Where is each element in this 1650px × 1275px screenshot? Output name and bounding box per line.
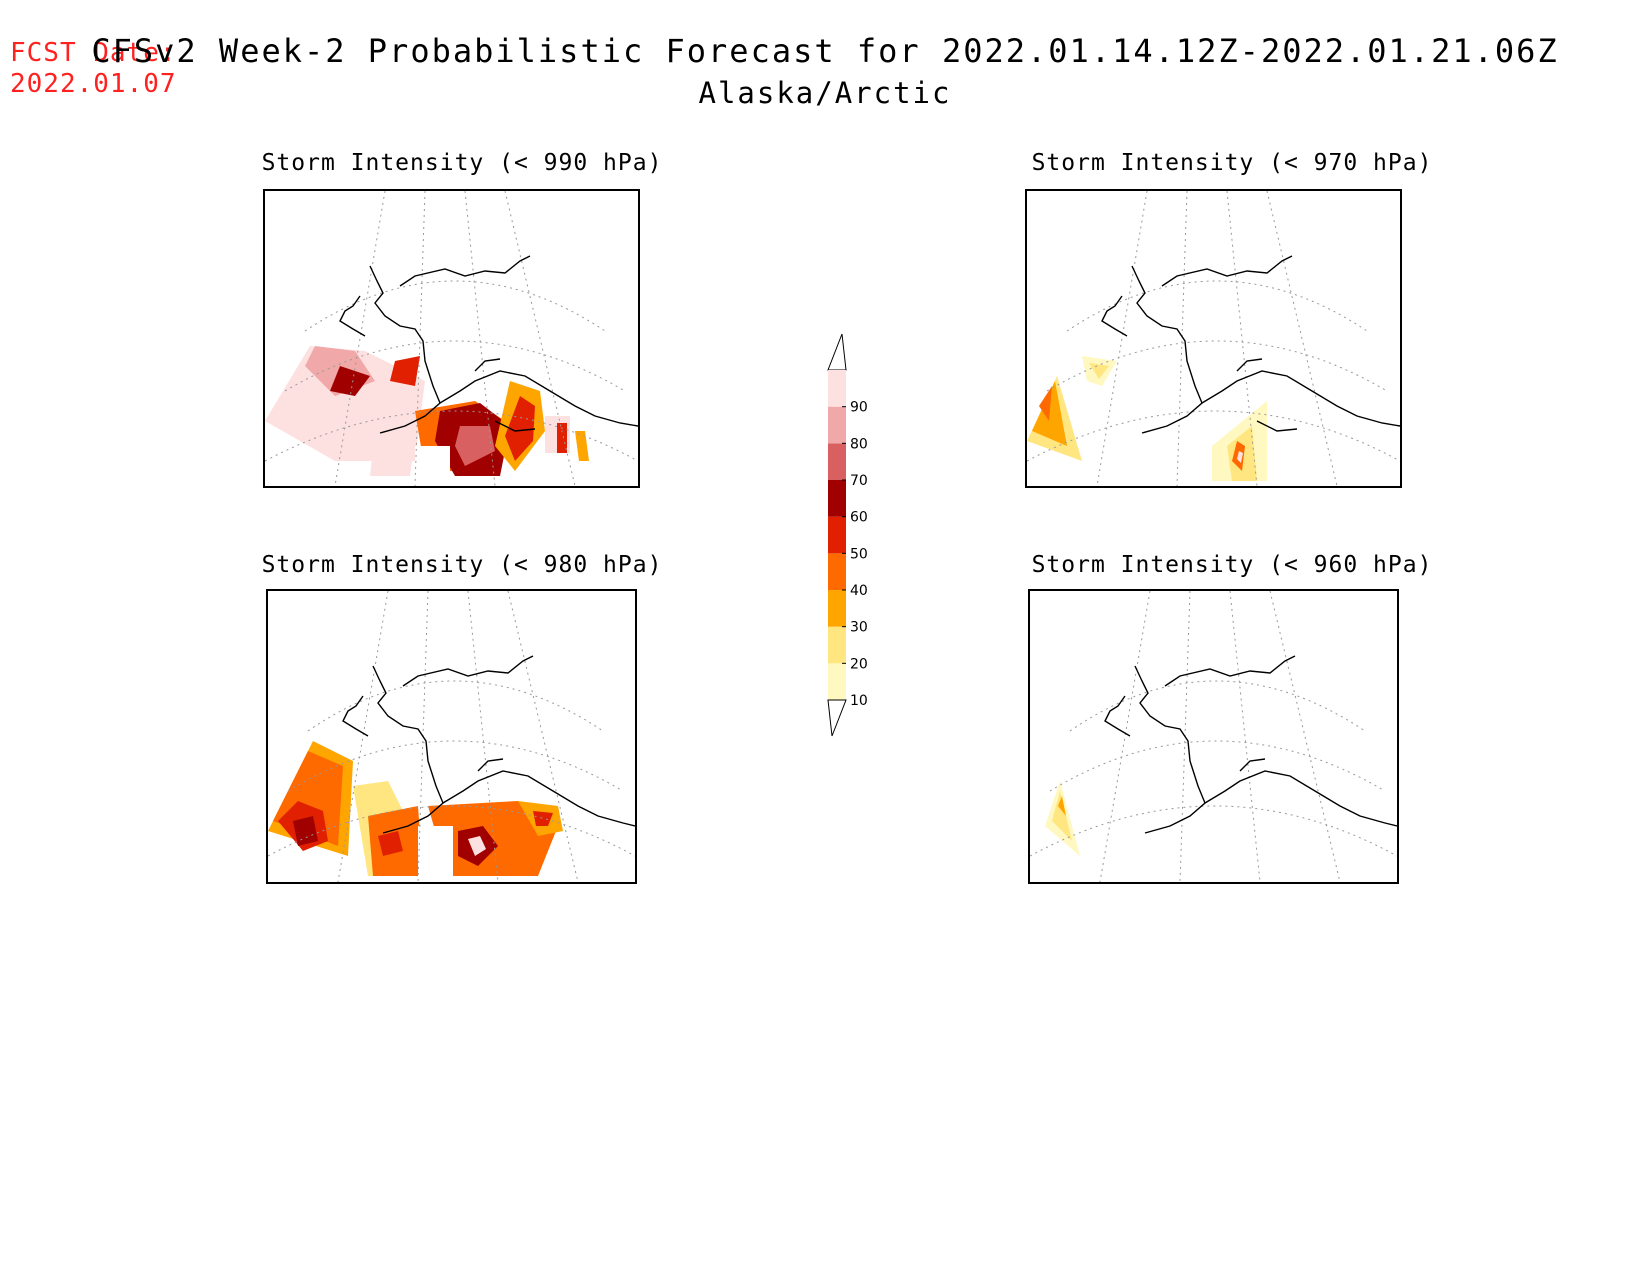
colorbar-swatch (828, 590, 846, 627)
probability-fill (1045, 781, 1080, 856)
map-svg-980 (268, 591, 635, 882)
colorbar-svg: 10 20 30 40 50 60 70 80 90 (827, 333, 868, 737)
colorbar-swatch (828, 663, 846, 700)
forecast-date-value: 2022.01.07 (10, 69, 177, 99)
map-svg-960 (1030, 591, 1397, 882)
graticule (1027, 191, 1400, 486)
figure-title-block: CFSv2 Week-2 Probabilistic Forecast for … (0, 32, 1650, 110)
map-panel-970 (1025, 189, 1402, 488)
panel-title-980: Storm Intensity (< 980 hPa) (261, 552, 663, 578)
forecast-date-block: FCST Date: 2022.01.07 (10, 38, 177, 100)
coastline (1101, 255, 1400, 434)
colorbar-swatch (828, 370, 846, 407)
map-panel-980 (266, 589, 637, 884)
graticule (265, 191, 638, 486)
map-panel-990 (263, 189, 640, 488)
map-svg-970 (1027, 191, 1400, 486)
coastline (1104, 655, 1397, 834)
map-panel-960 (1028, 589, 1399, 884)
colorbar-tick-label: 20 (850, 656, 868, 672)
colorbar-swatch (828, 553, 846, 590)
colorbar-swatch (828, 443, 846, 480)
panel-title-990: Storm Intensity (< 990 hPa) (261, 150, 663, 176)
probability-fill (265, 346, 589, 481)
figure-subtitle: Alaska/Arctic (698, 76, 952, 110)
probability-colorbar: 10 20 30 40 50 60 70 80 90 (820, 330, 890, 750)
colorbar-tick-label: 40 (850, 583, 868, 599)
colorbar-top-arrow (827, 333, 847, 371)
map-svg-990 (265, 191, 638, 486)
colorbar-swatch (828, 406, 846, 444)
colorbar-swatch (828, 480, 846, 517)
coastline (339, 255, 638, 434)
colorbar-tick-label: 60 (850, 510, 868, 526)
colorbar-tick-label: 70 (850, 473, 868, 489)
graticule (1030, 591, 1397, 882)
colorbar-tick-label: 80 (850, 436, 868, 452)
colorbar-swatch (828, 626, 846, 664)
figure-title: CFSv2 Week-2 Probabilistic Forecast for … (91, 32, 1559, 70)
colorbar-tick-label: 10 (850, 693, 868, 709)
coastline (342, 655, 635, 834)
colorbar-bottom-arrow (827, 699, 847, 737)
colorbar-tick-label: 50 (850, 546, 868, 562)
colorbar-swatch (828, 516, 846, 554)
colorbar-tick-label: 90 (850, 400, 868, 416)
panel-title-960: Storm Intensity (< 960 hPa) (1031, 552, 1433, 578)
panel-title-970: Storm Intensity (< 970 hPa) (1031, 150, 1433, 176)
forecast-date-label: FCST Date: (10, 38, 177, 68)
colorbar-tick-label: 30 (850, 620, 868, 636)
probability-fill (268, 741, 563, 876)
probability-fill (1027, 356, 1267, 481)
